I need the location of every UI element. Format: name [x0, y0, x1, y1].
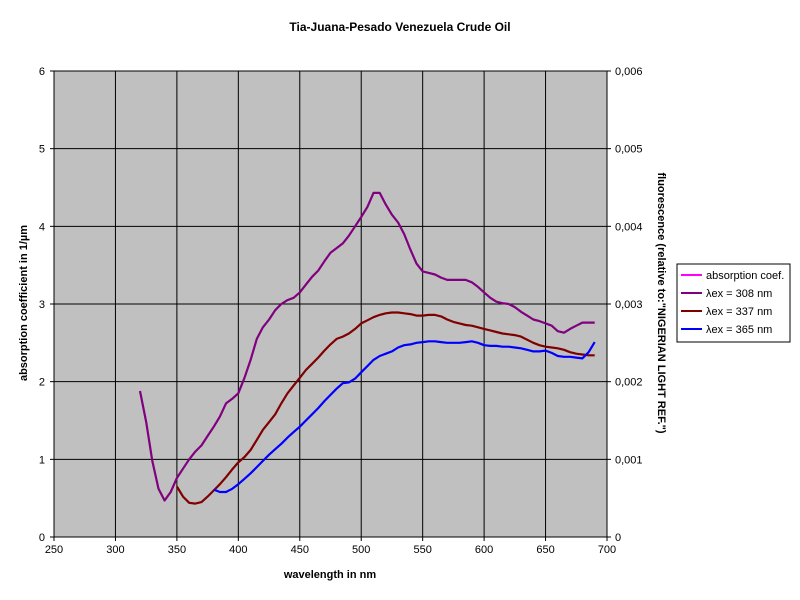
y-tick-label: 1 — [39, 454, 45, 466]
series-line-2 — [175, 311, 595, 505]
y-tick-label: 2 — [39, 377, 45, 389]
series-line-1 — [138, 191, 595, 502]
y-axis-label: absorption coefficient in 1/µm — [18, 225, 30, 381]
y2-tick-label: 0,005 — [615, 144, 643, 156]
legend-label: λex = 337 nm — [706, 306, 772, 318]
x-tick-label: 300 — [106, 544, 124, 556]
y-tick-label: 4 — [39, 221, 45, 233]
legend-label: absorption coef. — [706, 270, 784, 282]
x-tick-label: 450 — [291, 544, 309, 556]
y2-tick-label: 0,002 — [615, 377, 643, 389]
axis-ticks: 250 300 350 400 450 500 550 600 650 700012345600,… — [39, 66, 643, 556]
x-tick-label: 400 — [229, 544, 247, 556]
x-tick-label: 700 — [598, 544, 616, 556]
y-tick-label: 3 — [39, 299, 45, 311]
series-lines — [138, 191, 596, 505]
series-line-3 — [213, 340, 596, 494]
legend-label: λex = 308 nm — [706, 288, 772, 300]
y2-axis-label: fluorescence (relative to:"NIGERIAN LIGH… — [655, 172, 667, 433]
y2-tick-label: 0,006 — [615, 66, 643, 78]
legend-label: λex = 365 nm — [706, 324, 772, 336]
chart-title: Tia-Juana-Pesado Venezuela Crude Oil — [289, 20, 510, 34]
x-tick-label: 650 — [536, 544, 554, 556]
legend: absorption coef. λex = 308 nm λex = 337 nm… — [676, 263, 791, 343]
y2-tick-label: 0,003 — [615, 299, 643, 311]
y2-tick-label: 0,001 — [615, 454, 643, 466]
x-tick-label: 350 — [168, 544, 186, 556]
y-tick-label: 5 — [39, 144, 45, 156]
y-tick-label: 6 — [39, 66, 45, 78]
y-tick-label: 0 — [39, 532, 45, 544]
x-tick-label: 500 — [352, 544, 370, 556]
x-tick-label: 550 — [413, 544, 431, 556]
y2-tick-label: 0 — [615, 532, 621, 544]
y2-tick-label: 0,004 — [615, 221, 643, 233]
x-tick-label: 600 — [475, 544, 493, 556]
x-tick-label: 250 — [45, 544, 63, 556]
x-axis-label: wavelength in nm — [283, 569, 377, 581]
